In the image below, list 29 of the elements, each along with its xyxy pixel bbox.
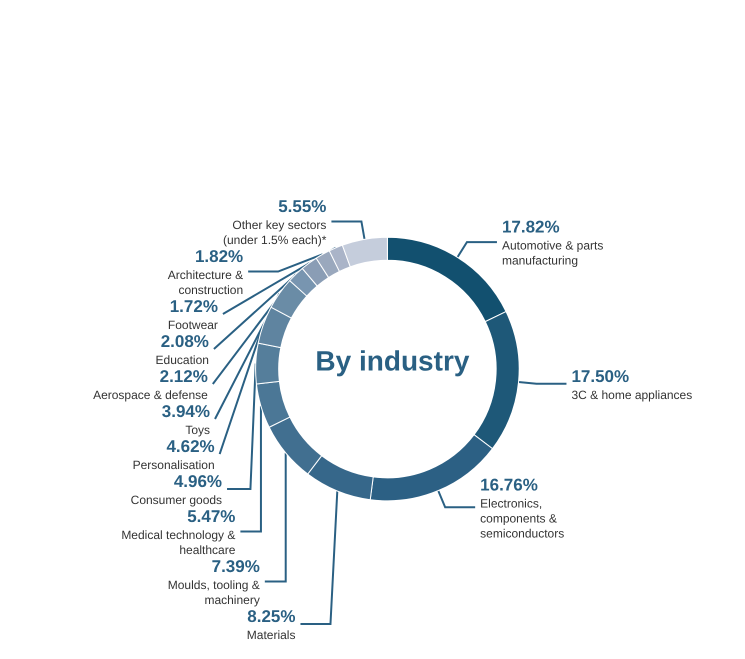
data-label: 7.39% xyxy=(212,557,260,576)
slice-label: Materials xyxy=(246,628,296,642)
data-label: 3.94% xyxy=(162,402,210,422)
slice-label: Education xyxy=(156,353,209,368)
text: By industry xyxy=(315,345,470,376)
slice-label: Other key sectors (under 1.5% each)* xyxy=(223,218,327,248)
slice-label: Electronics, components & semiconductors xyxy=(480,496,564,540)
slice-label: Automotive & parts manufacturing xyxy=(502,238,604,268)
slice-label: 3C & home appliances xyxy=(571,388,692,402)
slice-label: Consumer goods xyxy=(130,493,222,508)
data-label: 4.96% xyxy=(174,472,222,492)
data-label: 1.82% xyxy=(194,247,244,266)
slice-label: Aerospace & defense xyxy=(93,388,208,402)
slice-label: Toys xyxy=(185,423,210,438)
data-label: 1.72% xyxy=(170,297,218,316)
data-label: 16.76% xyxy=(480,475,538,494)
data-label: 2.12% xyxy=(160,367,208,386)
slice-label: Medical technology & healthcare xyxy=(121,528,236,558)
data-label: 4.62% xyxy=(166,437,215,456)
slice-label: Architecture & construction xyxy=(168,268,244,298)
data-label: 5.55% xyxy=(278,197,326,216)
data-label: 5.47% xyxy=(187,507,236,526)
slice-label: Footwear xyxy=(168,318,218,332)
data-label: 8.25% xyxy=(247,607,296,626)
data-label: 17.50% xyxy=(571,366,630,386)
data-label: 2.08% xyxy=(160,332,209,352)
data-label: 17.82% xyxy=(502,218,560,237)
slice-label: Moulds, tooling & machinery xyxy=(168,578,260,608)
slice-label: Personalisation xyxy=(132,458,215,472)
